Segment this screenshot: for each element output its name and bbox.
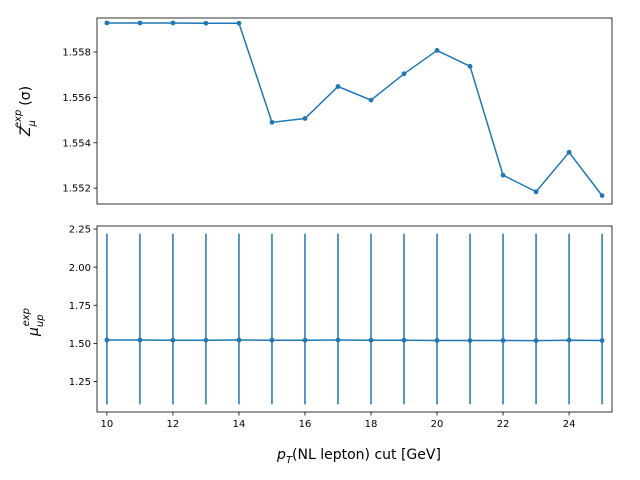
bottom-data-point [104, 337, 110, 343]
bottom-ytick-label: 2.00 [69, 263, 91, 274]
top-ytick-label: 1.558 [62, 48, 91, 59]
xtick-label: 12 [167, 419, 180, 430]
bottom-ytick-label: 1.75 [69, 301, 91, 312]
top-data-point [269, 119, 275, 125]
top-series-line [106, 22, 603, 197]
xtick-label: 24 [563, 419, 576, 430]
bottom-data-point [434, 338, 440, 343]
bottom-ytick-label: 2.25 [69, 225, 91, 236]
top-ticks: 1.552 1.554 1.556 1.558 [62, 48, 97, 195]
top-data-point [170, 20, 176, 26]
bottom-data-point [236, 337, 242, 343]
top-ytick-label: 1.552 [62, 184, 91, 195]
top-data-point [236, 20, 242, 26]
bottom-ylabel-sup: exp [21, 308, 32, 326]
top-data-point [104, 20, 110, 26]
bottom-data-point [500, 338, 506, 343]
top-data-point [599, 193, 605, 199]
top-data-point [434, 48, 440, 53]
xlabel-suffix: (NL lepton) cut [GeV] [292, 447, 441, 463]
bottom-data-point [401, 337, 407, 343]
bottom-data-point [599, 338, 605, 343]
bottom-series [104, 233, 605, 405]
top-data-point [533, 189, 539, 195]
bottom-plot-frame [96, 225, 613, 413]
bottom-data-point [335, 337, 341, 343]
top-ytick-label: 1.554 [62, 138, 91, 149]
top-data-point [137, 20, 143, 26]
top-ylabel-suffix: (σ) [18, 86, 34, 106]
xtick-label: 18 [365, 419, 378, 430]
top-plot-frame [96, 17, 613, 205]
bottom-ticks: 1.25 1.50 1.75 2.00 2.25 10 12 14 16 18 20 22 24 [69, 225, 576, 430]
xlabel-sub: T [286, 455, 293, 466]
top-data-point [368, 97, 374, 103]
top-data-point [467, 63, 473, 69]
top-data-point [566, 149, 572, 155]
top-ytick-label: 1.556 [62, 93, 91, 104]
top-ylabel-base: Z [18, 126, 34, 137]
top-data-point [401, 71, 407, 77]
bottom-data-point [170, 337, 176, 343]
bottom-series-line [106, 339, 603, 342]
top-ylabel-sup: exp [13, 110, 24, 128]
top-data-point [335, 84, 341, 89]
bottom-data-point [566, 337, 572, 343]
xtick-label: 16 [299, 419, 312, 430]
bottom-y-axis-label: μupexp [21, 308, 46, 337]
top-data-point [500, 172, 506, 178]
top-series [104, 20, 605, 199]
bottom-ytick-label: 1.25 [69, 377, 91, 388]
bottom-ytick-label: 1.50 [69, 339, 91, 350]
top-y-axis-label: Zμexp (σ) [13, 86, 38, 137]
xtick-label: 22 [497, 419, 510, 430]
top-data-point [203, 20, 209, 26]
top-ylabel-sub: μ [27, 120, 38, 127]
top-panel: 1.552 1.554 1.556 1.558 Zμexp (σ) [13, 17, 613, 205]
bottom-data-point [203, 337, 209, 343]
bottom-panel: 1.25 1.50 1.75 2.00 2.25 10 12 14 16 18 20 22 24 μup… [21, 225, 613, 466]
x-axis-label: pT(NL lepton) cut [GeV] [276, 447, 441, 466]
bottom-data-point [302, 337, 308, 343]
bottom-data-point [467, 338, 473, 343]
bottom-data-point [269, 337, 275, 343]
bottom-ylabel-base: μ [26, 327, 42, 337]
top-data-point [302, 116, 308, 121]
bottom-data-point [137, 337, 143, 343]
xtick-label: 10 [101, 419, 114, 430]
bottom-data-point [368, 337, 374, 343]
xtick-label: 20 [431, 419, 444, 430]
xlabel-base: p [276, 447, 286, 463]
xtick-label: 14 [233, 419, 246, 430]
bottom-ylabel-sub: up [35, 314, 46, 327]
bottom-data-point [533, 338, 539, 344]
